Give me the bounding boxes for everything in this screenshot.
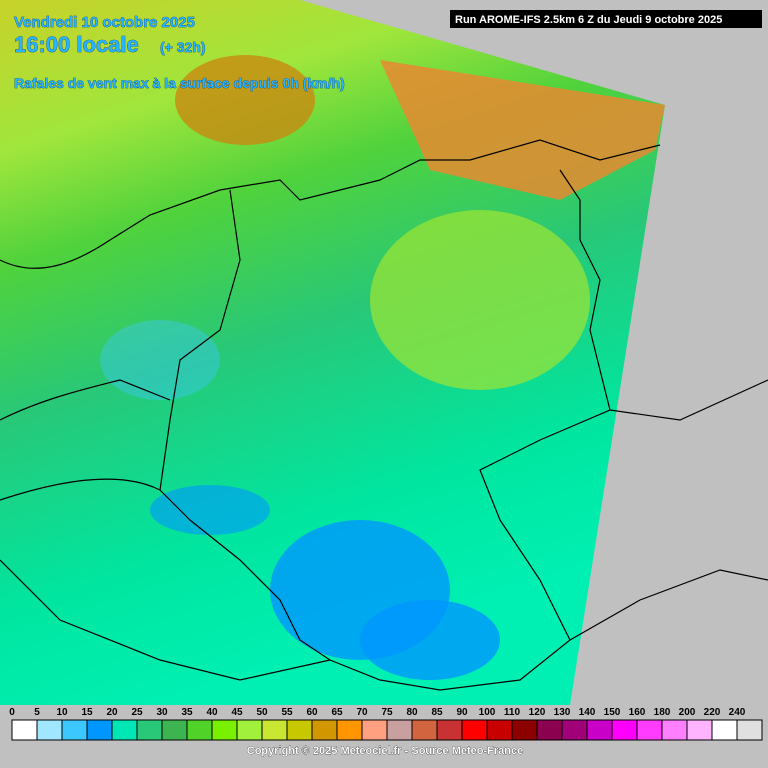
legend-label: 0 [9, 707, 15, 718]
legend-swatch [11, 719, 38, 741]
legend-swatch [436, 719, 463, 741]
legend-swatch [161, 719, 188, 741]
legend-swatch [311, 719, 338, 741]
legend-swatch [86, 719, 113, 741]
legend-label: 30 [156, 707, 168, 718]
legend-label: 140 [579, 707, 596, 718]
legend-label: 160 [629, 707, 646, 718]
legend-swatch [411, 719, 438, 741]
legend-label: 40 [206, 707, 218, 718]
legend-swatch [361, 719, 388, 741]
legend-label: 220 [704, 707, 721, 718]
legend-swatch [511, 719, 538, 741]
calm-area [150, 485, 270, 535]
legend-swatch [286, 719, 313, 741]
legend-label: 75 [381, 707, 393, 718]
legend-label: 240 [729, 707, 746, 718]
parameter: Rafales de vent max à la surface depuis … [14, 75, 345, 91]
legend-swatch [136, 719, 163, 741]
legend-swatch [36, 719, 63, 741]
legend-label: 130 [554, 707, 571, 718]
legend-label: 65 [331, 707, 343, 718]
legend-swatch [536, 719, 563, 741]
offset: (+ 32h) [160, 39, 206, 55]
run-box [450, 10, 762, 28]
legend-swatch [386, 719, 413, 741]
gust-area [175, 55, 315, 145]
legend-swatch [711, 719, 738, 741]
legend-label: 45 [231, 707, 243, 718]
legend-label: 90 [456, 707, 468, 718]
legend-swatch [461, 719, 488, 741]
date: Vendredi 10 octobre 2025 [14, 14, 195, 31]
time: 16:00 locale [14, 32, 139, 57]
legend-swatch [686, 719, 713, 741]
legend-swatch [336, 719, 363, 741]
legend: 0 5 10 15 20 25 30 35 40 45 50 55 60 65 70 75 80 85 90 100 1… [9, 707, 763, 741]
legend-swatch [611, 719, 638, 741]
borders [0, 139, 768, 691]
legend-label: 100 [479, 707, 496, 718]
legend-swatch [661, 719, 688, 741]
legend-label: 120 [529, 707, 546, 718]
legend-swatch [486, 719, 513, 741]
legend-swatch [211, 719, 238, 741]
legend-label: 70 [356, 707, 368, 718]
legend-swatch [561, 719, 588, 741]
legend-label: 35 [181, 707, 193, 718]
legend-label: 10 [56, 707, 68, 718]
legend-swatch [236, 719, 263, 741]
legend-label: 25 [131, 707, 143, 718]
legend-label: 15 [81, 707, 93, 718]
legend-label: 85 [431, 707, 443, 718]
legend-label: 50 [256, 707, 268, 718]
legend-swatch [736, 719, 763, 741]
legend-label: 200 [679, 707, 696, 718]
legend-label: 20 [106, 707, 118, 718]
legend-swatch [261, 719, 288, 741]
gust-area [370, 210, 590, 390]
run-info: Run AROME-IFS 2.5km 6 Z du Jeudi 9 octob… [455, 14, 722, 26]
legend-label: 110 [504, 707, 521, 718]
legend-label: 5 [34, 707, 40, 718]
legend-label: 60 [306, 707, 318, 718]
legend-swatch [636, 719, 663, 741]
legend-swatch [586, 719, 613, 741]
legend-swatch [61, 719, 88, 741]
legend-swatch [186, 719, 213, 741]
legend-label: 80 [406, 707, 418, 718]
legend-label: 150 [604, 707, 621, 718]
calm-area [360, 600, 500, 680]
copyright: Copyright © 2025 Meteociel.fr - Source M… [247, 745, 523, 757]
legend-label: 180 [654, 707, 671, 718]
strong-gust-area [380, 60, 665, 200]
legend-label: 55 [281, 707, 293, 718]
legend-swatch [111, 719, 138, 741]
calm-area [100, 320, 220, 400]
